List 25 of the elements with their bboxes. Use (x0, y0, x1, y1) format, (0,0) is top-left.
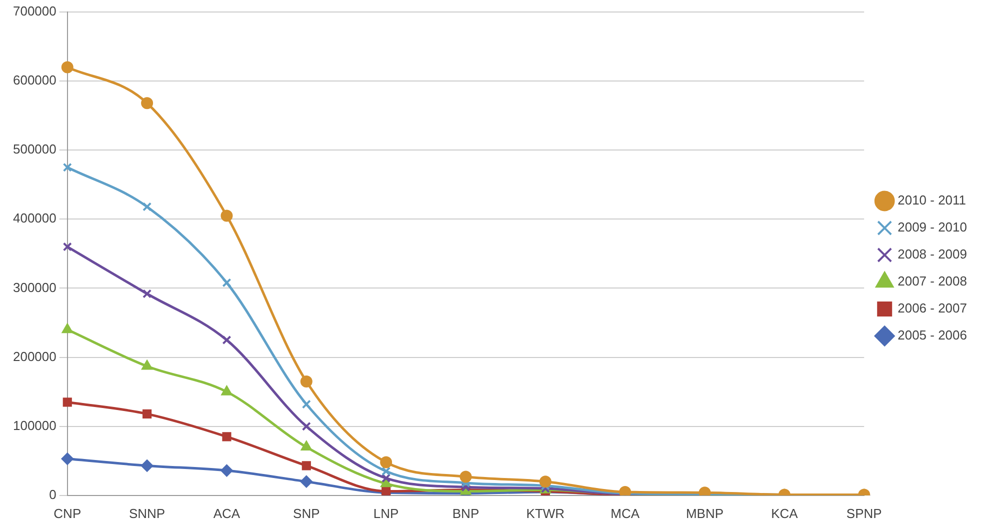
legend-label: 2006 - 2007 (898, 300, 968, 316)
x-tick-label: BNP (452, 506, 480, 521)
x-tick-label: KTWR (526, 506, 565, 521)
y-tick-label: 100000 (12, 418, 56, 433)
legend-label: 2008 - 2009 (898, 246, 968, 262)
x-tick-label: MBNP (686, 506, 724, 521)
x-tick-label: SNP (293, 506, 320, 521)
x-tick-label: ACA (213, 506, 240, 521)
y-tick-label: 700000 (12, 4, 56, 19)
legend-label: 2007 - 2008 (898, 274, 968, 289)
y-tick-label: 600000 (12, 72, 56, 88)
x-tick-label: CNP (54, 506, 82, 521)
y-tick-label: 200000 (12, 348, 56, 364)
x-tick-label: SNNP (128, 506, 166, 521)
legend-label: 2009 - 2010 (898, 220, 968, 235)
x-tick-label: LNP (373, 506, 399, 521)
legend-label: 2005 - 2006 (898, 328, 968, 343)
y-tick-label: 400000 (12, 210, 56, 226)
x-tick-label: MCA (610, 506, 640, 521)
y-tick-label: 0 (49, 486, 56, 502)
legend-label: 2010 - 2011 (898, 192, 966, 208)
x-tick-label: SPNP (846, 506, 882, 521)
y-tick-label: 500000 (12, 142, 56, 157)
y-tick-label: 300000 (12, 280, 56, 295)
x-tick-label: KCA (771, 506, 798, 521)
